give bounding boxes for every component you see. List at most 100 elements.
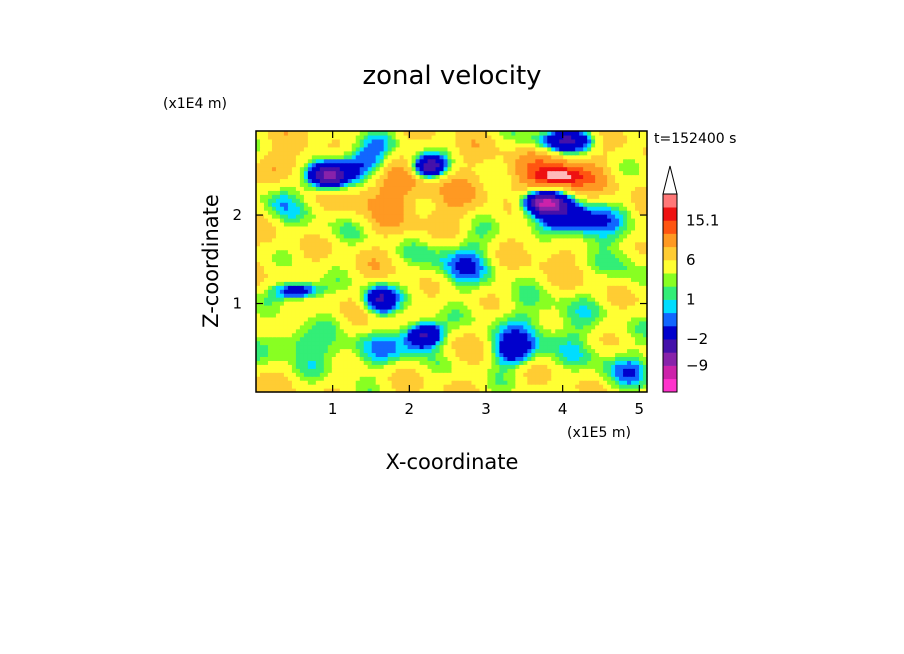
heatmap-cell bbox=[347, 301, 353, 306]
heatmap-cell bbox=[383, 257, 389, 263]
heatmap-cell bbox=[267, 233, 273, 239]
heatmap-cell bbox=[455, 210, 461, 215]
heatmap-cell bbox=[339, 194, 345, 199]
heatmap-cell bbox=[259, 221, 265, 227]
heatmap-cell bbox=[279, 202, 285, 207]
heatmap-cell bbox=[607, 194, 612, 199]
heatmap-cell bbox=[435, 218, 441, 223]
heatmap-cell bbox=[543, 312, 548, 318]
heatmap-cell bbox=[571, 269, 576, 274]
heatmap-cell bbox=[587, 202, 592, 207]
heatmap-cell bbox=[583, 289, 588, 294]
heatmap-cell bbox=[351, 229, 357, 235]
heatmap-cell bbox=[355, 297, 361, 302]
heatmap-cell bbox=[567, 316, 572, 322]
heatmap-cell bbox=[599, 289, 604, 294]
heatmap-cell bbox=[595, 233, 600, 239]
heatmap-cell bbox=[591, 308, 596, 314]
heatmap-cell bbox=[615, 301, 620, 306]
heatmap-cell bbox=[439, 257, 445, 263]
heatmap-cell bbox=[447, 305, 453, 310]
heatmap-cell bbox=[256, 312, 261, 318]
heatmap-cell bbox=[579, 301, 584, 306]
heatmap-cell bbox=[475, 245, 481, 251]
heatmap-cell bbox=[403, 297, 409, 302]
heatmap-cell bbox=[531, 218, 536, 223]
heatmap-cell bbox=[347, 356, 353, 361]
heatmap-cell bbox=[315, 388, 321, 393]
heatmap-cell bbox=[643, 194, 648, 199]
heatmap-cell bbox=[363, 324, 369, 330]
heatmap-cell bbox=[503, 206, 508, 211]
heatmap-cell bbox=[635, 249, 640, 255]
heatmap-cell bbox=[587, 237, 592, 243]
heatmap-cell bbox=[335, 237, 341, 243]
heatmap-cell bbox=[547, 206, 552, 211]
heatmap-cell bbox=[283, 324, 289, 330]
heatmap-cell bbox=[351, 328, 357, 334]
heatmap-cell bbox=[419, 293, 425, 298]
heatmap-cell bbox=[339, 245, 345, 251]
heatmap-cell bbox=[475, 305, 481, 310]
heatmap-cell bbox=[619, 320, 624, 326]
heatmap-cell bbox=[439, 269, 445, 274]
heatmap-cell bbox=[479, 324, 485, 330]
heatmap-cell bbox=[479, 328, 485, 334]
heatmap-cell bbox=[299, 277, 305, 282]
heatmap-cell bbox=[435, 376, 441, 381]
heatmap-cell bbox=[256, 245, 261, 251]
heatmap-cell bbox=[475, 348, 481, 354]
heatmap-cell bbox=[447, 218, 453, 223]
heatmap-cell bbox=[335, 261, 341, 267]
heatmap-cell bbox=[343, 312, 349, 318]
heatmap-cell bbox=[275, 206, 281, 211]
heatmap-cell bbox=[275, 364, 281, 369]
heatmap-cell bbox=[555, 360, 560, 365]
heatmap-cell bbox=[331, 206, 337, 211]
heatmap-cell bbox=[487, 320, 492, 326]
heatmap-cell bbox=[299, 320, 305, 326]
heatmap-cell bbox=[587, 249, 592, 255]
heatmap-cell bbox=[587, 233, 592, 239]
heatmap-cell bbox=[256, 202, 261, 207]
heatmap-cell bbox=[435, 273, 441, 278]
heatmap-cell bbox=[367, 308, 373, 314]
heatmap-cell bbox=[271, 218, 277, 223]
heatmap-cell bbox=[523, 190, 528, 195]
heatmap-cell bbox=[635, 273, 640, 278]
heatmap-cell bbox=[615, 257, 620, 263]
heatmap-cell bbox=[375, 221, 381, 227]
heatmap-cell bbox=[256, 344, 261, 350]
heatmap-cell bbox=[411, 285, 417, 290]
heatmap-cell bbox=[307, 285, 313, 290]
heatmap-cell bbox=[611, 380, 616, 385]
heatmap-cell bbox=[527, 237, 532, 243]
heatmap-cell bbox=[351, 206, 357, 211]
heatmap-cell bbox=[411, 384, 417, 389]
heatmap-cell bbox=[487, 316, 492, 322]
heatmap-cell bbox=[643, 332, 648, 338]
heatmap-cell bbox=[499, 352, 504, 357]
heatmap-cell bbox=[415, 273, 421, 278]
heatmap-cell bbox=[623, 269, 628, 274]
heatmap-cell bbox=[491, 218, 496, 223]
heatmap-cell bbox=[507, 261, 512, 267]
heatmap-cell bbox=[531, 297, 536, 302]
heatmap-cell bbox=[543, 206, 548, 211]
heatmap-cell bbox=[263, 316, 269, 322]
heatmap-cell bbox=[295, 202, 301, 207]
heatmap-cell bbox=[519, 316, 524, 322]
heatmap-cell bbox=[335, 229, 341, 235]
heatmap-cell bbox=[567, 225, 572, 231]
heatmap-cell bbox=[495, 305, 500, 310]
heatmap-cell bbox=[391, 297, 397, 302]
heatmap-cell bbox=[479, 332, 485, 338]
heatmap-cell bbox=[295, 376, 301, 381]
heatmap-cell bbox=[583, 210, 588, 215]
heatmap-cell bbox=[263, 190, 269, 195]
heatmap-cell bbox=[391, 360, 397, 365]
heatmap-cell bbox=[527, 340, 532, 346]
heatmap-cell bbox=[343, 229, 349, 235]
heatmap-cell bbox=[395, 194, 401, 199]
heatmap-cell bbox=[331, 352, 337, 357]
